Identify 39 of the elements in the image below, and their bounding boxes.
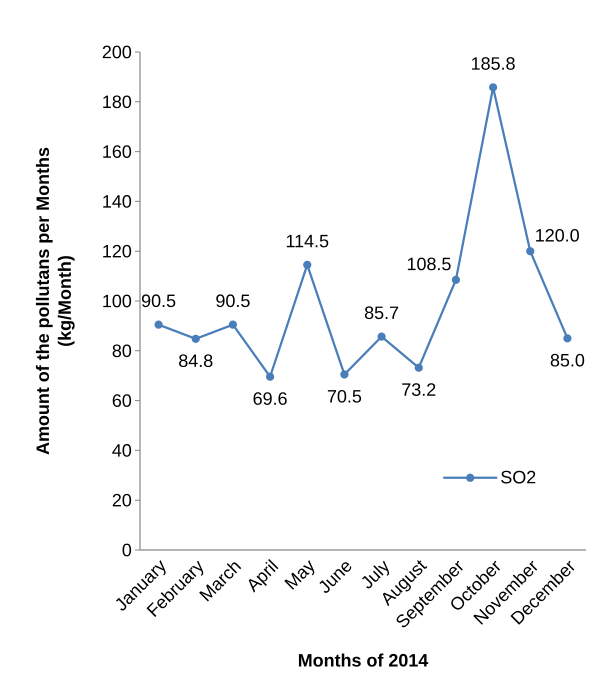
point — [303, 260, 312, 270]
point — [452, 276, 460, 284]
y-tick-label: 40 — [112, 444, 132, 457]
data-label: 84.8 — [179, 354, 212, 368]
y-tick-label: 120 — [103, 244, 132, 258]
y-tick-label: 0 — [122, 544, 132, 556]
point — [192, 334, 200, 343]
y-tick-label: 180 — [103, 95, 132, 108]
point — [414, 364, 423, 372]
data-label: 85.7 — [364, 306, 398, 320]
data-label: 69.6 — [254, 392, 287, 405]
y-tick-label: 200 — [102, 46, 132, 58]
data-label: 73.2 — [402, 383, 436, 396]
y-tick-label: 160 — [103, 145, 132, 158]
data-label: 90.5 — [216, 294, 250, 308]
x-axis-title: Months of 2014 — [298, 653, 428, 667]
point — [488, 83, 498, 92]
data-label: 185.8 — [472, 57, 515, 70]
y-tick-label: 140 — [103, 195, 132, 208]
point — [340, 370, 349, 379]
data-label: 90.5 — [142, 294, 176, 308]
point — [377, 332, 386, 341]
y-tick-label: 20 — [112, 494, 132, 507]
data-label: 85.0 — [550, 354, 584, 367]
data-label: 70.5 — [328, 390, 362, 403]
legend-label: SO2 — [501, 470, 536, 484]
point — [266, 372, 274, 381]
point — [154, 320, 163, 329]
data-label: 108.5 — [408, 258, 451, 270]
point — [228, 320, 238, 329]
y-tick-label: 60 — [112, 394, 132, 407]
point — [563, 334, 572, 342]
x-tick-label: May — [284, 560, 314, 590]
data-label: 114.5 — [286, 234, 328, 248]
point — [526, 247, 534, 256]
y-axis-title: Amount of the pollutans per Months (kg/Month) — [36, 148, 75, 454]
y-tick-label: 80 — [112, 344, 132, 358]
y-tick-label: 100 — [103, 294, 132, 308]
data-label: 120.0 — [536, 228, 579, 242]
